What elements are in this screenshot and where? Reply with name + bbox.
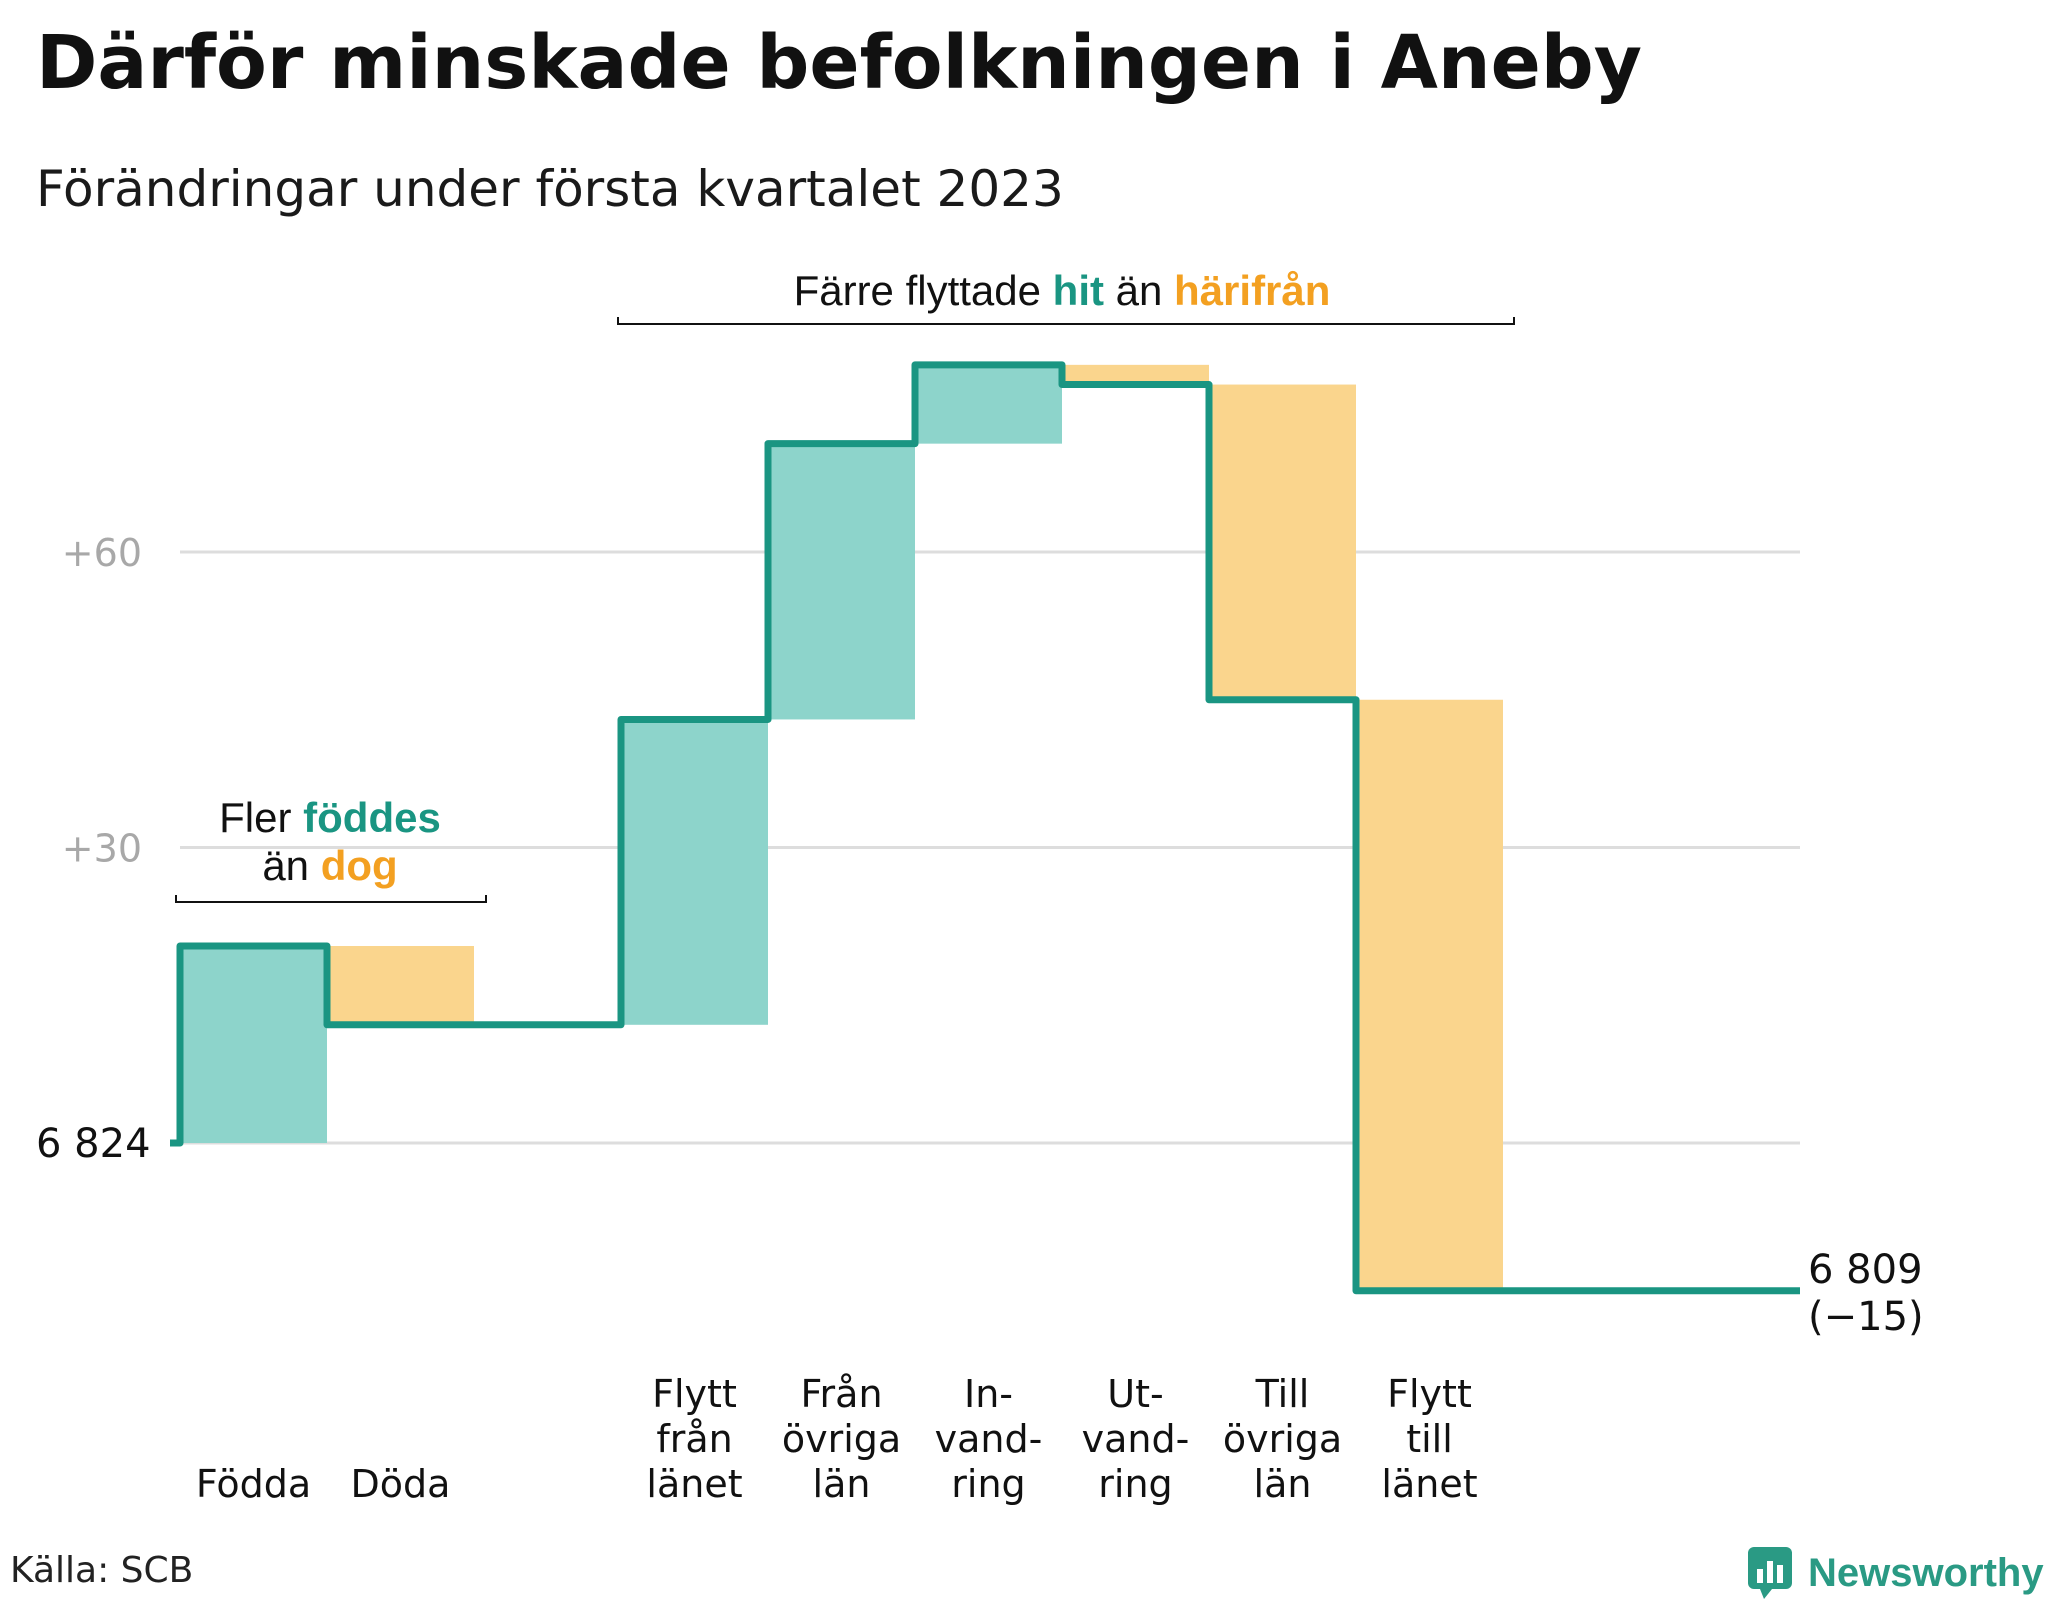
newsworthy-logo-icon [1748,1547,1792,1599]
annotation-in-text: hit [1053,267,1104,314]
chart-title: Därför minskade befolkningen i Aneby [36,20,1642,106]
annotation-in-text: föddes [303,794,441,841]
end-value-label: 6 809 [1808,1247,1923,1293]
category-label-deaths: Döda [351,1462,451,1506]
annotation-out-text: härifrån [1174,267,1330,314]
category-label-from-county: Flytt från länet [646,1372,742,1506]
annotation-plain-text: än [1104,267,1174,314]
bar-to-county [1356,699,1503,1291]
bar-from-county [621,719,768,1025]
annotation-bracket [617,317,1515,325]
category-label-emigration: Ut-vand-ring [1082,1372,1190,1506]
bar-to-other-counties [1209,384,1356,700]
brand[interactable]: Newsworthy [1746,1545,2044,1601]
y-tick-label: +60 [62,531,142,575]
category-label-to-other-counties: Till övriga län [1223,1372,1342,1506]
category-label-from-other-counties: Från övriga län [782,1372,901,1506]
category-label-immigration: In-vand-ring [935,1372,1043,1506]
bar-immigration [915,364,1062,444]
annotation-plain-text: än [262,842,320,889]
source-note: Källa: SCB [10,1550,194,1591]
category-label-to-county: Flytt till länet [1381,1372,1477,1506]
line-layer [170,361,1800,1295]
end-change-label: (−15) [1808,1294,1924,1340]
annotation-text: Fler föddes [219,794,441,841]
annotation-out-text: dog [321,842,398,889]
running-total-line [170,361,1800,1295]
grid-layer [180,550,1800,1145]
bar-births [180,946,327,1143]
annotation-bracket [175,895,487,903]
bar-deaths [327,946,474,1025]
y-tick-label: +30 [62,827,142,871]
chart-subtitle: Förändringar under första kvartalet 2023 [36,160,1064,218]
bar-from-other-counties [768,443,915,720]
bar-layer [180,364,1503,1291]
annotation-plain-text: Färre flyttade [794,267,1053,314]
migration-annotation: Färre flyttade hit än härifrån [617,267,1515,325]
annotation-text: Färre flyttade hit än härifrån [794,267,1331,314]
brand-name: Newsworthy [1808,1550,2044,1595]
annotation-plain-text: Fler [219,794,303,841]
annotation-text: än dog [262,842,397,889]
start-value-label: 6 824 [36,1121,151,1167]
category-label-births: Födda [196,1462,311,1506]
label-layer: +30 +60 6 824 Födda Döda Flytt från länet Från öv… [36,531,1924,1506]
bar-emigration [1062,364,1209,385]
